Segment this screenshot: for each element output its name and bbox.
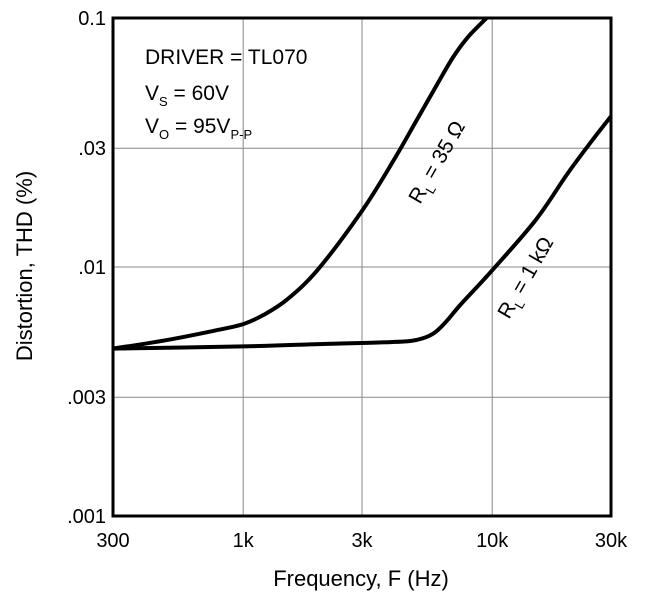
- x-tick-label: 30k: [595, 530, 628, 552]
- x-tick-label: 1k: [233, 530, 255, 552]
- curve-1k-ohm: [112, 115, 613, 351]
- x-axis-label: Frequency, F (Hz): [273, 566, 449, 591]
- curves: [112, 16, 613, 351]
- y-tick-label: .03: [78, 138, 106, 160]
- x-tick-label: 300: [96, 530, 129, 552]
- supply-voltage-annotation: VS = 60V: [145, 82, 229, 109]
- y-tick-label: .003: [67, 387, 106, 409]
- y-tick-label: 0.1: [78, 8, 106, 30]
- y-tick-labels: .001 .003 .01 .03 0.1: [67, 8, 106, 528]
- output-voltage-annotation: VO = 95VP-P: [145, 115, 252, 142]
- curve-label-35-ohm: RL = 35 Ω: [404, 117, 473, 210]
- y-tick-label: .01: [78, 257, 106, 279]
- curve-35-ohm: [112, 16, 489, 351]
- y-tick-label: .001: [67, 506, 106, 528]
- driver-annotation: DRIVER = TL070: [145, 46, 307, 69]
- x-tick-label: 10k: [476, 530, 509, 552]
- plot-frame: [111, 16, 613, 518]
- condition-annotations: DRIVER = TL070 VS = 60V VO = 95VP-P: [145, 46, 307, 142]
- x-tick-labels: 300 1k 3k 10k 30k: [96, 530, 628, 552]
- curve-label-1k-ohm: RL = 1 kΩ: [493, 233, 561, 324]
- x-tick-label: 3k: [351, 530, 373, 552]
- y-axis-label: Distortion, THD (%): [12, 171, 37, 361]
